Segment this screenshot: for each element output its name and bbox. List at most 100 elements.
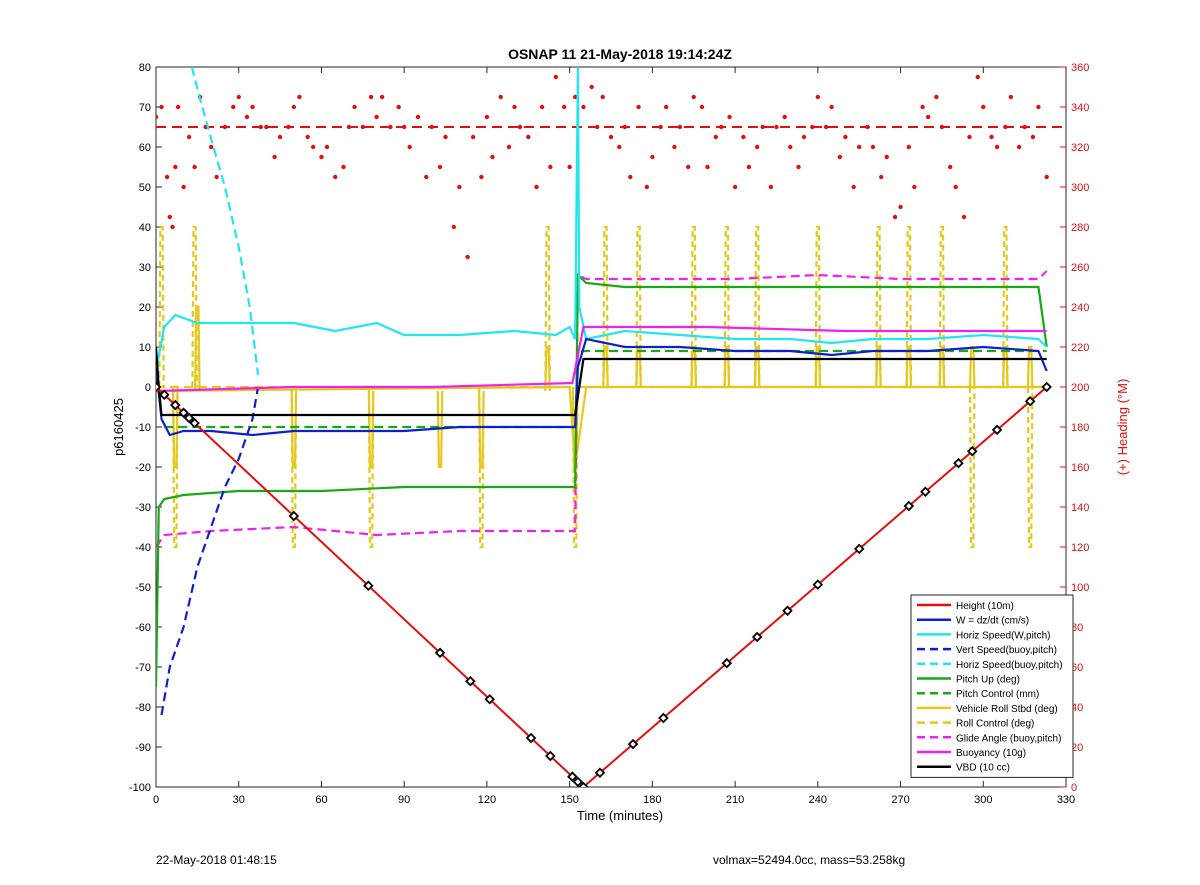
series-spike <box>753 225 761 388</box>
x-tick-label: 330 <box>1057 794 1075 806</box>
series-spike <box>905 345 913 388</box>
y-right-tick-label: 100 <box>1071 582 1089 594</box>
heading-point <box>920 104 925 110</box>
heading-point <box>953 184 958 190</box>
heading-point <box>291 104 297 110</box>
heading-point <box>989 134 994 140</box>
heading-point <box>451 224 457 230</box>
heading-point <box>324 144 330 150</box>
x-tick-label: 210 <box>726 794 744 806</box>
legend-label: Glide Angle (buoy,pitch) <box>956 733 1061 744</box>
y-tick-label: -40 <box>135 542 151 554</box>
heading-point <box>572 94 578 100</box>
heading-point <box>1036 104 1041 110</box>
heading-point <box>788 144 793 150</box>
heading-point <box>231 104 236 110</box>
series-line <box>156 346 1047 417</box>
y-tick-label: -50 <box>135 582 151 594</box>
y-right-tick-label: 0 <box>1071 782 1077 794</box>
y-axis-label: p6160425 <box>111 398 126 456</box>
x-tick-label: 270 <box>891 794 909 806</box>
heading-point <box>333 174 338 180</box>
series-spike <box>544 345 551 392</box>
height-marker <box>545 750 556 762</box>
heading-point <box>159 104 164 110</box>
heading-point <box>192 164 197 170</box>
legend-label: W = dz/dt (cm/s) <box>956 616 1029 627</box>
height-marker <box>578 781 589 787</box>
heading-point <box>264 124 269 130</box>
plot-area <box>156 67 1066 787</box>
y-tick-label: 20 <box>139 302 151 314</box>
height-marker <box>465 675 476 687</box>
heading-point <box>754 144 760 150</box>
heading-point <box>774 124 779 130</box>
y-tick-label: -10 <box>135 422 151 434</box>
heading-point <box>961 214 967 220</box>
heading-point <box>898 204 903 210</box>
heading-point <box>567 164 572 170</box>
legend-label: Horiz Speed(buoy,pitch) <box>956 660 1063 671</box>
x-tick-label: 30 <box>233 794 245 806</box>
heading-point <box>437 164 443 170</box>
y-tick-label: 70 <box>139 102 151 114</box>
series-spike <box>1002 345 1009 388</box>
heading-point <box>214 174 219 180</box>
series-heading <box>156 74 1066 260</box>
height-marker <box>525 732 537 744</box>
x-tick-label: 120 <box>478 794 496 806</box>
heading-point <box>829 104 834 110</box>
heading-point <box>175 104 181 110</box>
heading-point <box>628 174 633 180</box>
legend-label: Vert Speed(buoy,pitch) <box>956 645 1057 656</box>
height-marker <box>721 657 733 669</box>
height-marker <box>953 457 964 469</box>
heading-point <box>465 254 470 260</box>
heading-point <box>305 134 310 140</box>
y-tick-label: -90 <box>135 742 151 754</box>
series-spike <box>938 345 946 388</box>
heading-point <box>181 184 186 190</box>
y-right-tick-label: 200 <box>1071 382 1089 394</box>
heading-point <box>424 174 429 180</box>
legend-label: Pitch Up (deg) <box>956 675 1020 686</box>
series-spike <box>723 345 731 388</box>
y-right-tick-label: 360 <box>1071 62 1089 74</box>
series-spike <box>690 225 698 388</box>
series-spike <box>814 225 822 388</box>
heading-point <box>892 214 898 220</box>
series-pitch-up-deg <box>156 272 1048 688</box>
heading-point <box>310 144 316 150</box>
height-marker <box>1024 396 1036 407</box>
heading-point <box>186 134 192 140</box>
heading-point <box>837 154 843 160</box>
series-line <box>156 270 1048 548</box>
heading-point <box>663 104 669 110</box>
heading-point <box>164 174 170 180</box>
heading-point <box>1016 144 1022 150</box>
heading-point <box>1044 174 1049 180</box>
series-spike <box>1026 386 1034 549</box>
legend-label: Buoyancy (10g) <box>956 748 1026 759</box>
heading-point <box>981 104 986 110</box>
y-tick-label: -70 <box>135 662 151 674</box>
y-tick-label: 0 <box>145 382 151 394</box>
legend-box <box>910 594 1074 778</box>
y-tick-label: -100 <box>129 782 151 794</box>
heading-point <box>272 154 277 160</box>
heading-point <box>341 164 346 170</box>
heading-point <box>156 114 159 120</box>
series-spike <box>905 225 913 388</box>
heading-point <box>691 94 696 100</box>
heading-point <box>608 134 614 140</box>
heading-point <box>297 94 302 100</box>
series-w-dz-dt-cm-s <box>156 337 1048 437</box>
heading-point <box>782 114 787 120</box>
legend-label: VBD (10 cc) <box>956 763 1010 774</box>
series-spike <box>290 390 298 469</box>
heading-point <box>539 104 545 110</box>
heading-point <box>553 74 559 80</box>
heading-point <box>581 104 586 110</box>
y-right-tick-label: 120 <box>1071 542 1089 554</box>
